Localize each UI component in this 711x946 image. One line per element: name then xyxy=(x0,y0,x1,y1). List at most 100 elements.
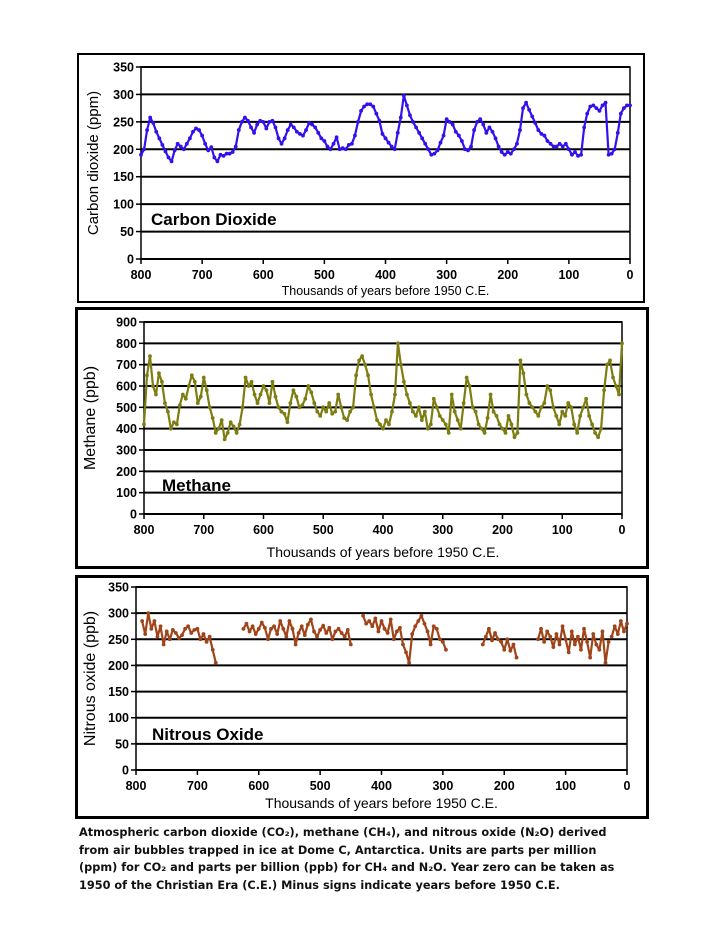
data-point xyxy=(356,119,360,124)
data-point xyxy=(149,626,154,631)
data-point xyxy=(594,106,599,111)
data-point xyxy=(288,401,293,405)
data-point xyxy=(437,413,442,418)
data-point xyxy=(377,118,382,123)
data-point xyxy=(440,418,445,423)
data-point xyxy=(345,627,350,632)
data-point xyxy=(491,409,496,414)
data-point xyxy=(545,629,550,634)
data-point xyxy=(606,152,611,157)
inset-label: Carbon Dioxide xyxy=(151,210,277,229)
data-point xyxy=(554,144,559,149)
data-point xyxy=(192,379,197,384)
data-point xyxy=(570,152,574,157)
data-point xyxy=(172,148,177,153)
data-point xyxy=(554,413,559,418)
data-point xyxy=(269,626,273,631)
data-point xyxy=(560,409,565,414)
data-point xyxy=(206,148,211,153)
data-point xyxy=(432,151,437,156)
y-tick-label: 200 xyxy=(113,143,134,157)
data-point xyxy=(460,139,464,143)
data-point xyxy=(142,422,146,427)
x-tick-label: 500 xyxy=(313,523,334,537)
data-point xyxy=(240,405,245,410)
data-point xyxy=(288,122,293,127)
data-point xyxy=(401,642,405,647)
data-point xyxy=(387,422,391,427)
data-point xyxy=(367,619,372,623)
data-point xyxy=(163,401,167,405)
data-point xyxy=(328,147,333,152)
data-point xyxy=(394,629,399,634)
data-point xyxy=(297,405,302,410)
data-point xyxy=(310,122,315,127)
data-point xyxy=(530,405,535,410)
data-point xyxy=(500,426,505,431)
data-point xyxy=(198,394,203,399)
data-point xyxy=(224,151,229,156)
data-point xyxy=(502,152,507,157)
x-tick-label: 700 xyxy=(187,779,208,793)
data-point xyxy=(389,144,394,149)
data-point xyxy=(325,144,330,149)
data-point xyxy=(597,108,602,113)
data-point xyxy=(173,631,178,635)
data-point xyxy=(628,103,632,108)
x-tick-label: 300 xyxy=(436,268,457,282)
data-point xyxy=(175,141,180,146)
data-point xyxy=(207,634,212,639)
data-point xyxy=(279,409,284,414)
data-point xyxy=(398,625,402,630)
data-point xyxy=(539,132,544,136)
x-tick-label: 100 xyxy=(552,523,573,537)
data-point xyxy=(416,619,421,623)
data-point xyxy=(336,392,341,397)
data-point xyxy=(566,650,571,655)
x-tick-label: 400 xyxy=(375,268,396,282)
x-tick-label: 400 xyxy=(373,523,394,537)
data-point xyxy=(354,373,359,378)
data-point xyxy=(545,384,550,388)
data-point xyxy=(407,401,412,405)
y-tick-label: 0 xyxy=(127,253,134,267)
data-point xyxy=(285,420,290,425)
data-point xyxy=(456,133,461,138)
data-point xyxy=(596,435,600,440)
data-point xyxy=(348,409,353,414)
data-point xyxy=(585,111,590,116)
data-point xyxy=(515,431,520,435)
x-tick-label: 100 xyxy=(558,268,579,282)
data-point xyxy=(339,631,344,635)
data-point xyxy=(195,626,200,631)
data-point xyxy=(360,354,364,359)
data-point xyxy=(371,104,376,109)
data-point xyxy=(503,431,508,435)
data-point xyxy=(201,632,206,636)
data-point xyxy=(222,437,227,442)
data-point xyxy=(496,637,501,642)
data-point xyxy=(539,405,544,410)
data-point xyxy=(455,418,460,423)
data-point xyxy=(536,637,540,642)
data-point xyxy=(560,144,565,149)
data-point xyxy=(293,642,298,647)
data-point xyxy=(554,632,559,636)
data-point xyxy=(259,620,264,625)
data-point xyxy=(181,147,186,152)
data-point xyxy=(476,422,481,427)
data-point xyxy=(246,384,251,388)
data-point xyxy=(487,125,492,130)
data-point xyxy=(464,375,469,380)
data-point xyxy=(184,141,189,146)
data-point xyxy=(372,405,376,410)
data-point xyxy=(213,660,218,665)
data-point xyxy=(266,637,270,642)
co2-chart-panel: 0 50 100 150 200 250 300 350 800 700 600 500 400 300 2… xyxy=(77,53,645,303)
data-point xyxy=(373,616,378,621)
data-point xyxy=(506,413,511,418)
data-point xyxy=(452,409,457,414)
x-tick-label: 100 xyxy=(555,779,576,793)
data-point xyxy=(453,129,458,134)
data-point xyxy=(533,409,538,414)
